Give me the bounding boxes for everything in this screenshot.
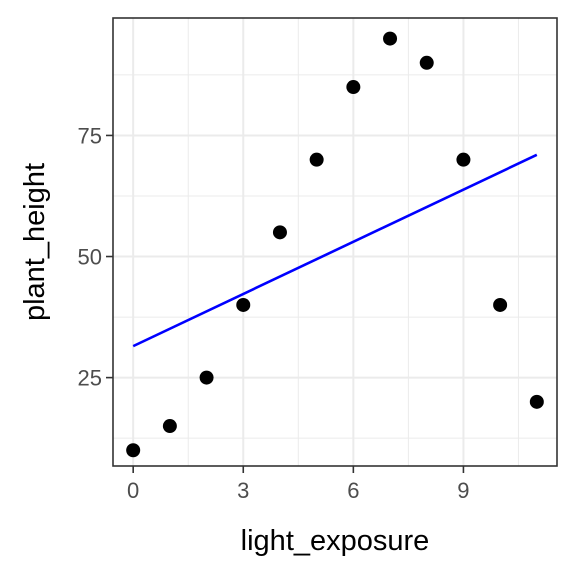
x-axis-title: light_exposure	[241, 525, 430, 557]
data-point	[309, 152, 324, 167]
data-point	[126, 443, 141, 458]
data-point	[529, 394, 544, 409]
plot-background	[113, 18, 557, 466]
data-point	[419, 55, 434, 70]
regression-line-group	[132, 153, 538, 348]
data-point	[346, 80, 361, 95]
data-point	[383, 31, 398, 46]
data-point	[199, 370, 214, 385]
data-point	[272, 225, 287, 240]
y-tick-label: 25	[78, 366, 102, 391]
x-tick-label: 3	[237, 478, 249, 503]
y-tick-label: 75	[78, 123, 102, 148]
data-points	[126, 31, 544, 458]
x-tick-label: 0	[127, 478, 139, 503]
data-point	[493, 297, 508, 312]
y-axis-title: plant_height	[19, 163, 51, 321]
regression-line	[132, 153, 538, 348]
plot-panel-border	[112, 17, 558, 467]
x-axis: 0 3 6 9	[127, 466, 470, 503]
data-point	[162, 419, 177, 434]
data-point	[456, 152, 471, 167]
minor-gridlines	[113, 18, 557, 466]
data-point	[236, 297, 251, 312]
y-tick-label: 50	[78, 245, 102, 270]
x-tick-label: 9	[457, 478, 469, 503]
y-axis: 25 50 75	[78, 123, 113, 391]
x-tick-label: 6	[347, 478, 359, 503]
